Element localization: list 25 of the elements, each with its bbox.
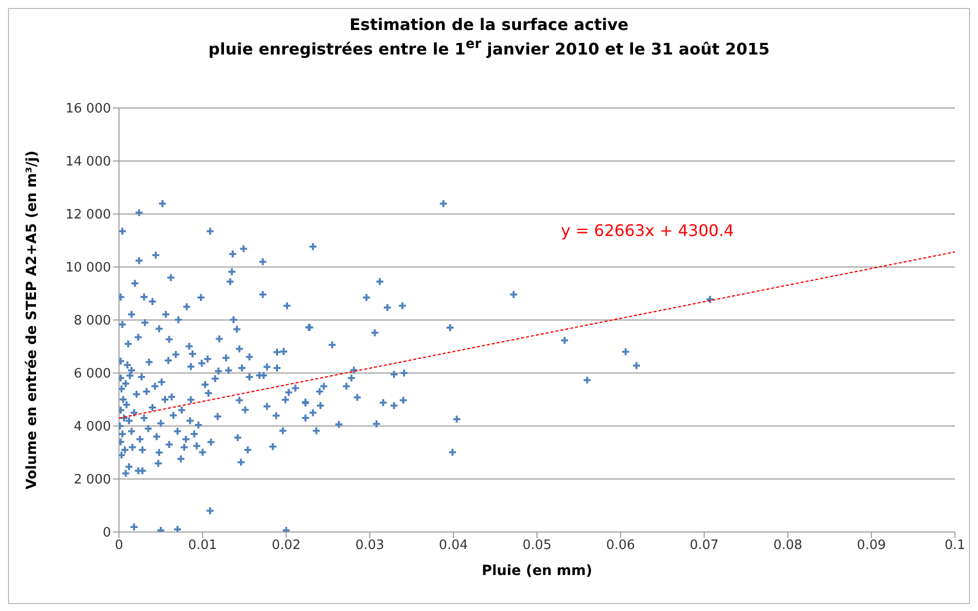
y-tick-label: 8 000 bbox=[74, 314, 111, 329]
y-tick-label: 14 000 bbox=[66, 154, 111, 170]
y-tick-label: 10 000 bbox=[66, 260, 111, 276]
annotation: y = 62663x + 4300.4 bbox=[561, 221, 734, 240]
x-tick-label: 0.07 bbox=[690, 538, 719, 554]
x-tick-label: 0 bbox=[114, 538, 124, 554]
y-tick-label: 6 000 bbox=[74, 366, 111, 382]
x-tick-label: 0.1 bbox=[944, 538, 966, 554]
y-tick-label: 12 000 bbox=[66, 208, 111, 223]
chart-title: Estimation de la surface active bbox=[348, 15, 630, 35]
x-tick-label: 0.03 bbox=[355, 538, 384, 554]
x-tick-label: 0.04 bbox=[438, 538, 468, 554]
x-tick-label: 0.08 bbox=[773, 538, 802, 554]
x-tick-label: 0.01 bbox=[188, 538, 218, 554]
x-tick-label: 0.09 bbox=[856, 538, 886, 554]
chart-subtitle: pluie enregistrées entre le 1$^{er}$ janvier 2010 et le 31 août 2015 bbox=[207, 36, 771, 60]
y-tick-label: 16 000 bbox=[66, 102, 111, 117]
x-tick-label: 0.05 bbox=[522, 538, 552, 554]
x-tick-label: 0.02 bbox=[272, 538, 301, 554]
y-axis-title: Volume en entrée de STEP A2+A5 (en m³/j) bbox=[24, 150, 40, 490]
y-tick-label: 2 000 bbox=[74, 472, 111, 488]
x-axis-title: Pluie (en mm) bbox=[482, 563, 592, 579]
x-tick-label: 0.06 bbox=[606, 538, 636, 554]
y-tick-label: 4 000 bbox=[74, 420, 111, 435]
y-tick-label: 0 bbox=[102, 526, 111, 541]
